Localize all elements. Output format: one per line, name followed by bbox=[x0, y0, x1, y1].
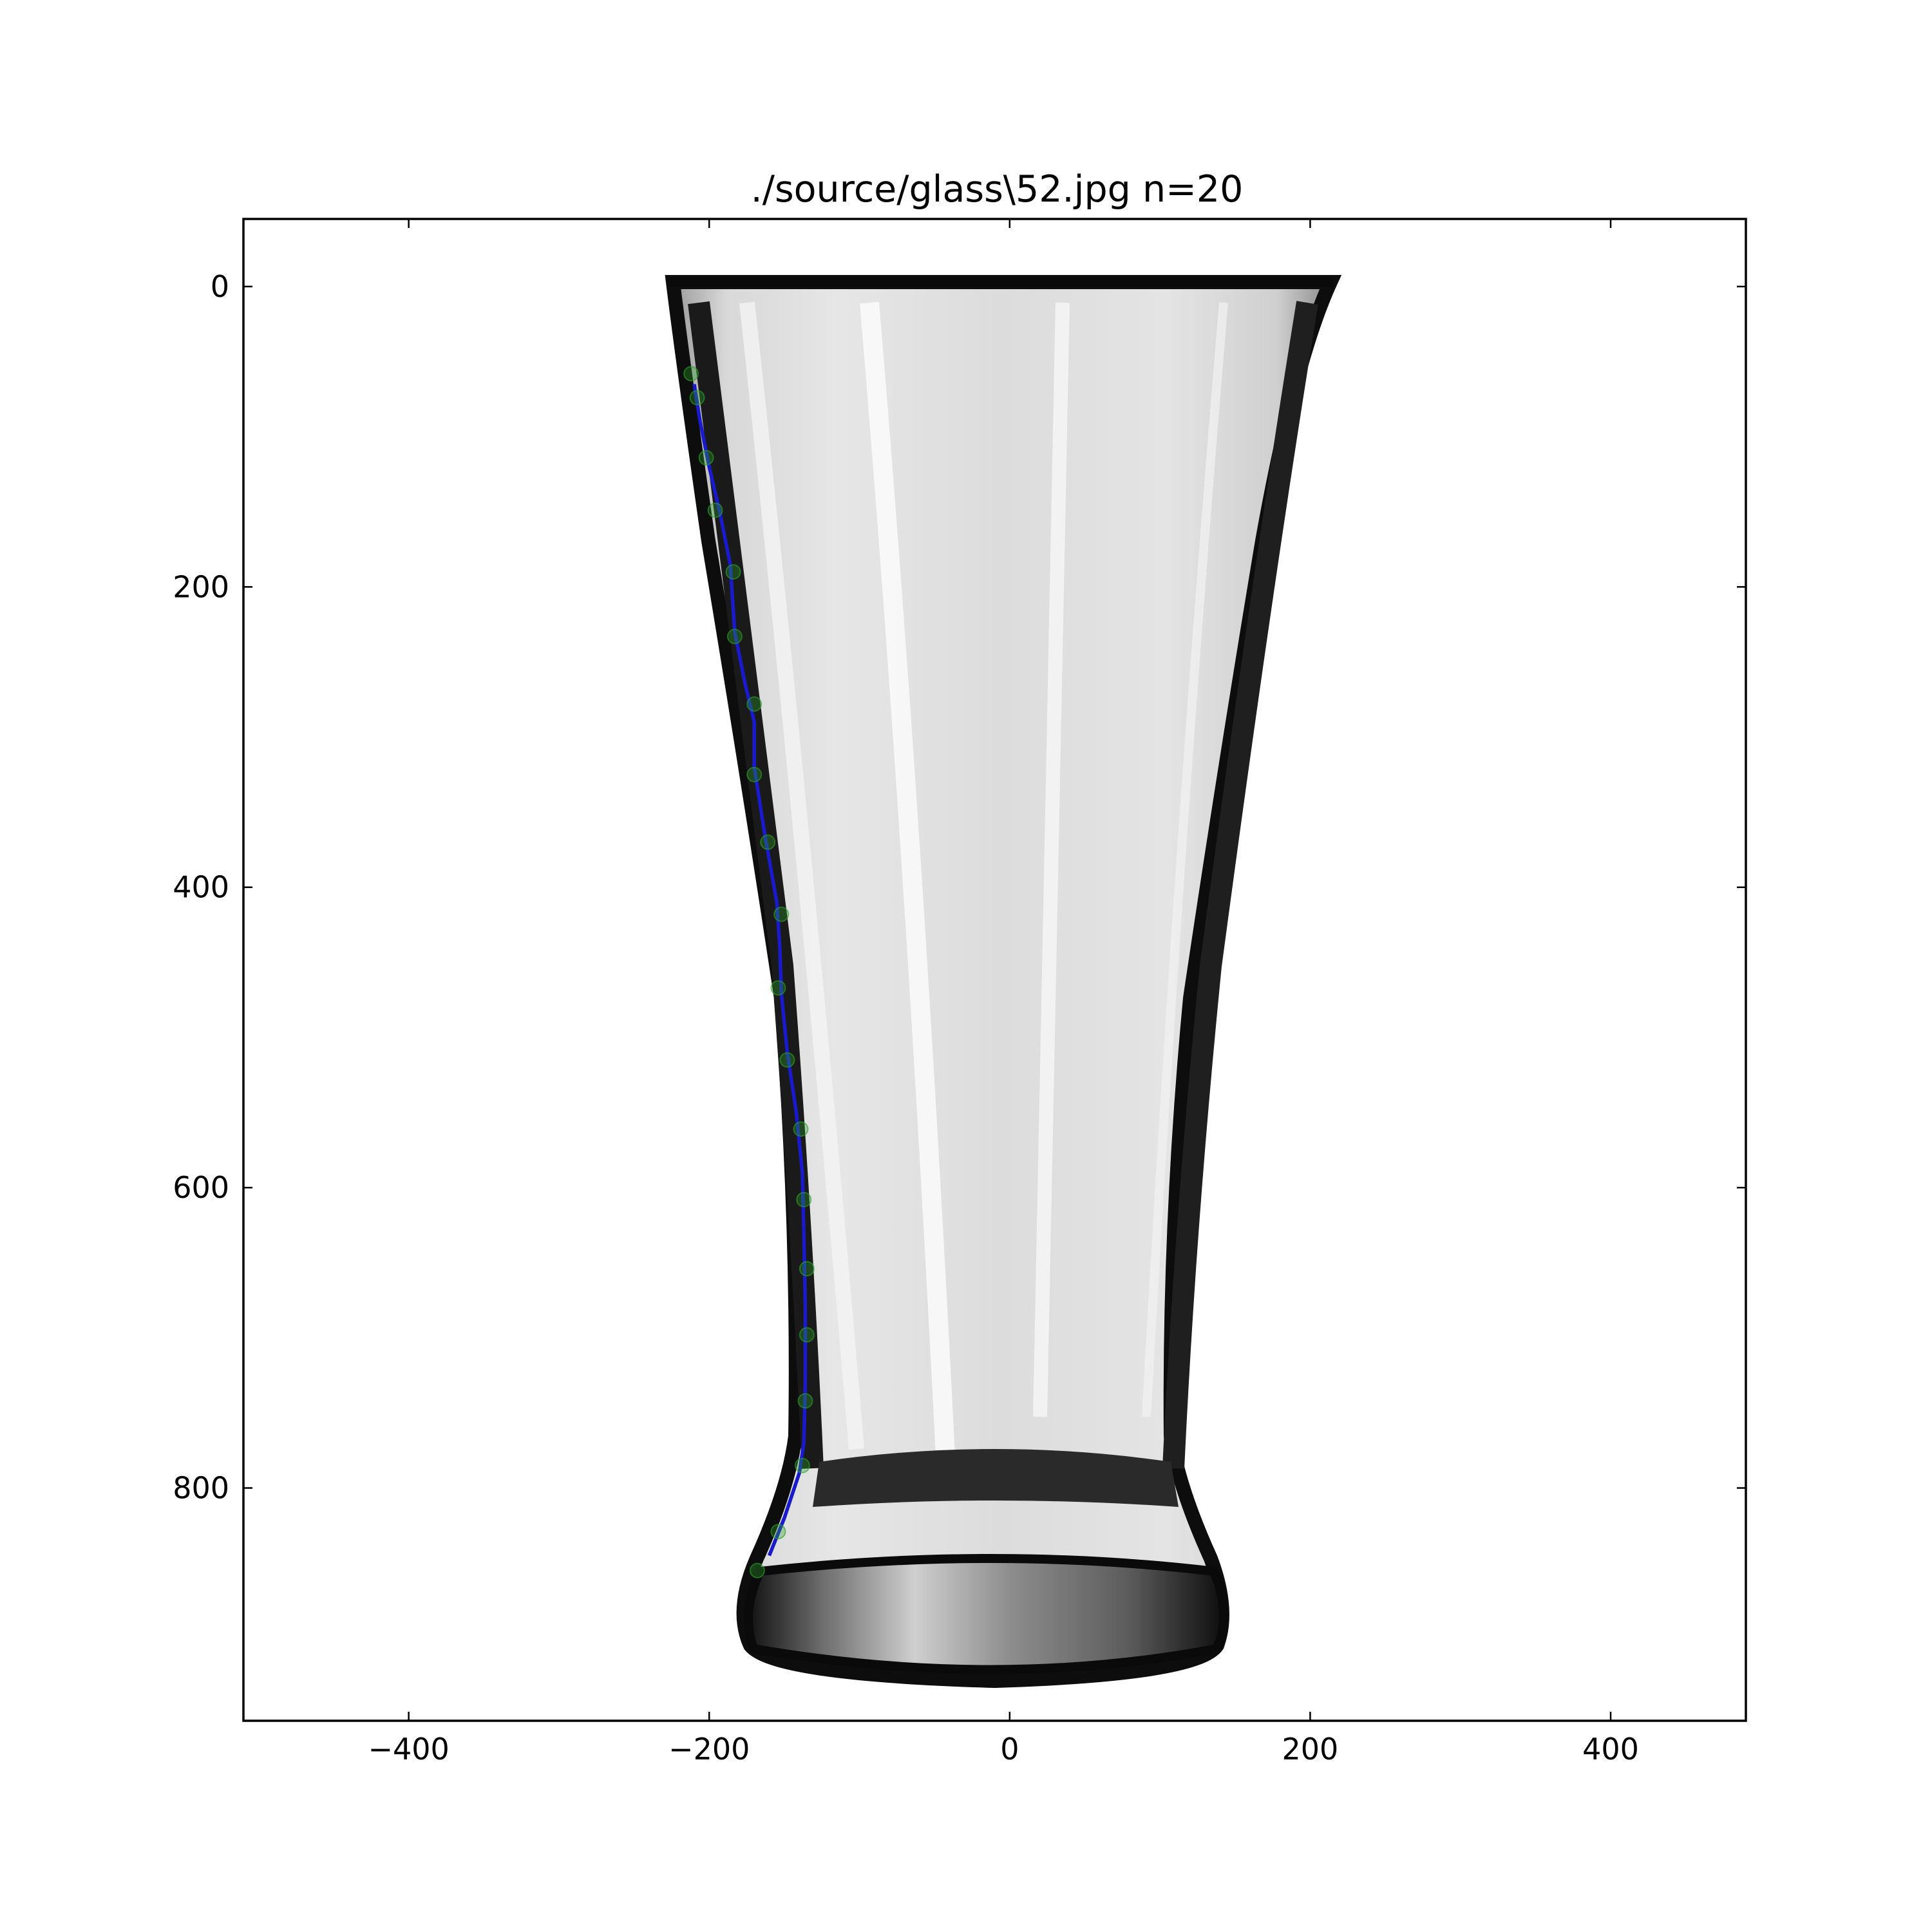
sample-point bbox=[746, 766, 762, 782]
glass-right-wall bbox=[1162, 301, 1318, 1469]
sample-point bbox=[797, 1393, 813, 1409]
fit-curve bbox=[692, 384, 808, 1557]
x-tick-label: 200 bbox=[1282, 1732, 1339, 1766]
axes-frame bbox=[242, 218, 1747, 1722]
y-tick-label: 800 bbox=[173, 1471, 229, 1506]
x-tick-label: 400 bbox=[1582, 1732, 1639, 1766]
glass-base-ring bbox=[813, 1449, 1179, 1507]
plot-area: −400 −200 0 200 400 0 200 400 600 800 bbox=[173, 218, 1747, 1766]
sample-point bbox=[796, 1191, 812, 1208]
y-tick-label: 200 bbox=[173, 569, 229, 604]
sample-point bbox=[793, 1121, 809, 1137]
sample-point bbox=[799, 1327, 815, 1343]
glass-photo bbox=[665, 275, 1342, 1689]
y-tick-label: 0 bbox=[211, 269, 229, 304]
x-tick-label: 0 bbox=[1000, 1732, 1019, 1766]
sample-point bbox=[689, 390, 705, 406]
glass-highlight bbox=[860, 301, 956, 1482]
tick-layer: −400 −200 0 200 400 0 200 400 600 800 bbox=[173, 219, 1746, 1766]
sample-point bbox=[760, 834, 776, 850]
sample-point bbox=[770, 980, 786, 996]
y-tick-label: 600 bbox=[173, 1170, 229, 1205]
sample-point bbox=[749, 1562, 765, 1578]
x-tick-label: −200 bbox=[668, 1732, 750, 1766]
sample-point bbox=[794, 1457, 810, 1473]
sample-point bbox=[707, 502, 723, 518]
sample-point bbox=[683, 366, 699, 382]
sample-point bbox=[725, 564, 741, 580]
glass-highlight bbox=[739, 301, 864, 1450]
chart-title: ./source/glass\52.jpg n=20 bbox=[751, 168, 1244, 211]
glass-foot bbox=[744, 1554, 1228, 1674]
sample-point bbox=[799, 1261, 815, 1277]
sample-point bbox=[773, 906, 790, 922]
sample-point bbox=[726, 629, 743, 645]
sample-point bbox=[779, 1052, 795, 1068]
series-layer bbox=[683, 366, 815, 1578]
sample-point bbox=[698, 450, 714, 466]
x-tick-label: −400 bbox=[368, 1732, 449, 1766]
y-tick-label: 400 bbox=[173, 870, 229, 905]
glass-highlight bbox=[1033, 302, 1070, 1417]
glass-highlight bbox=[1142, 302, 1228, 1417]
sample-point bbox=[770, 1524, 786, 1540]
sample-point bbox=[746, 696, 762, 712]
